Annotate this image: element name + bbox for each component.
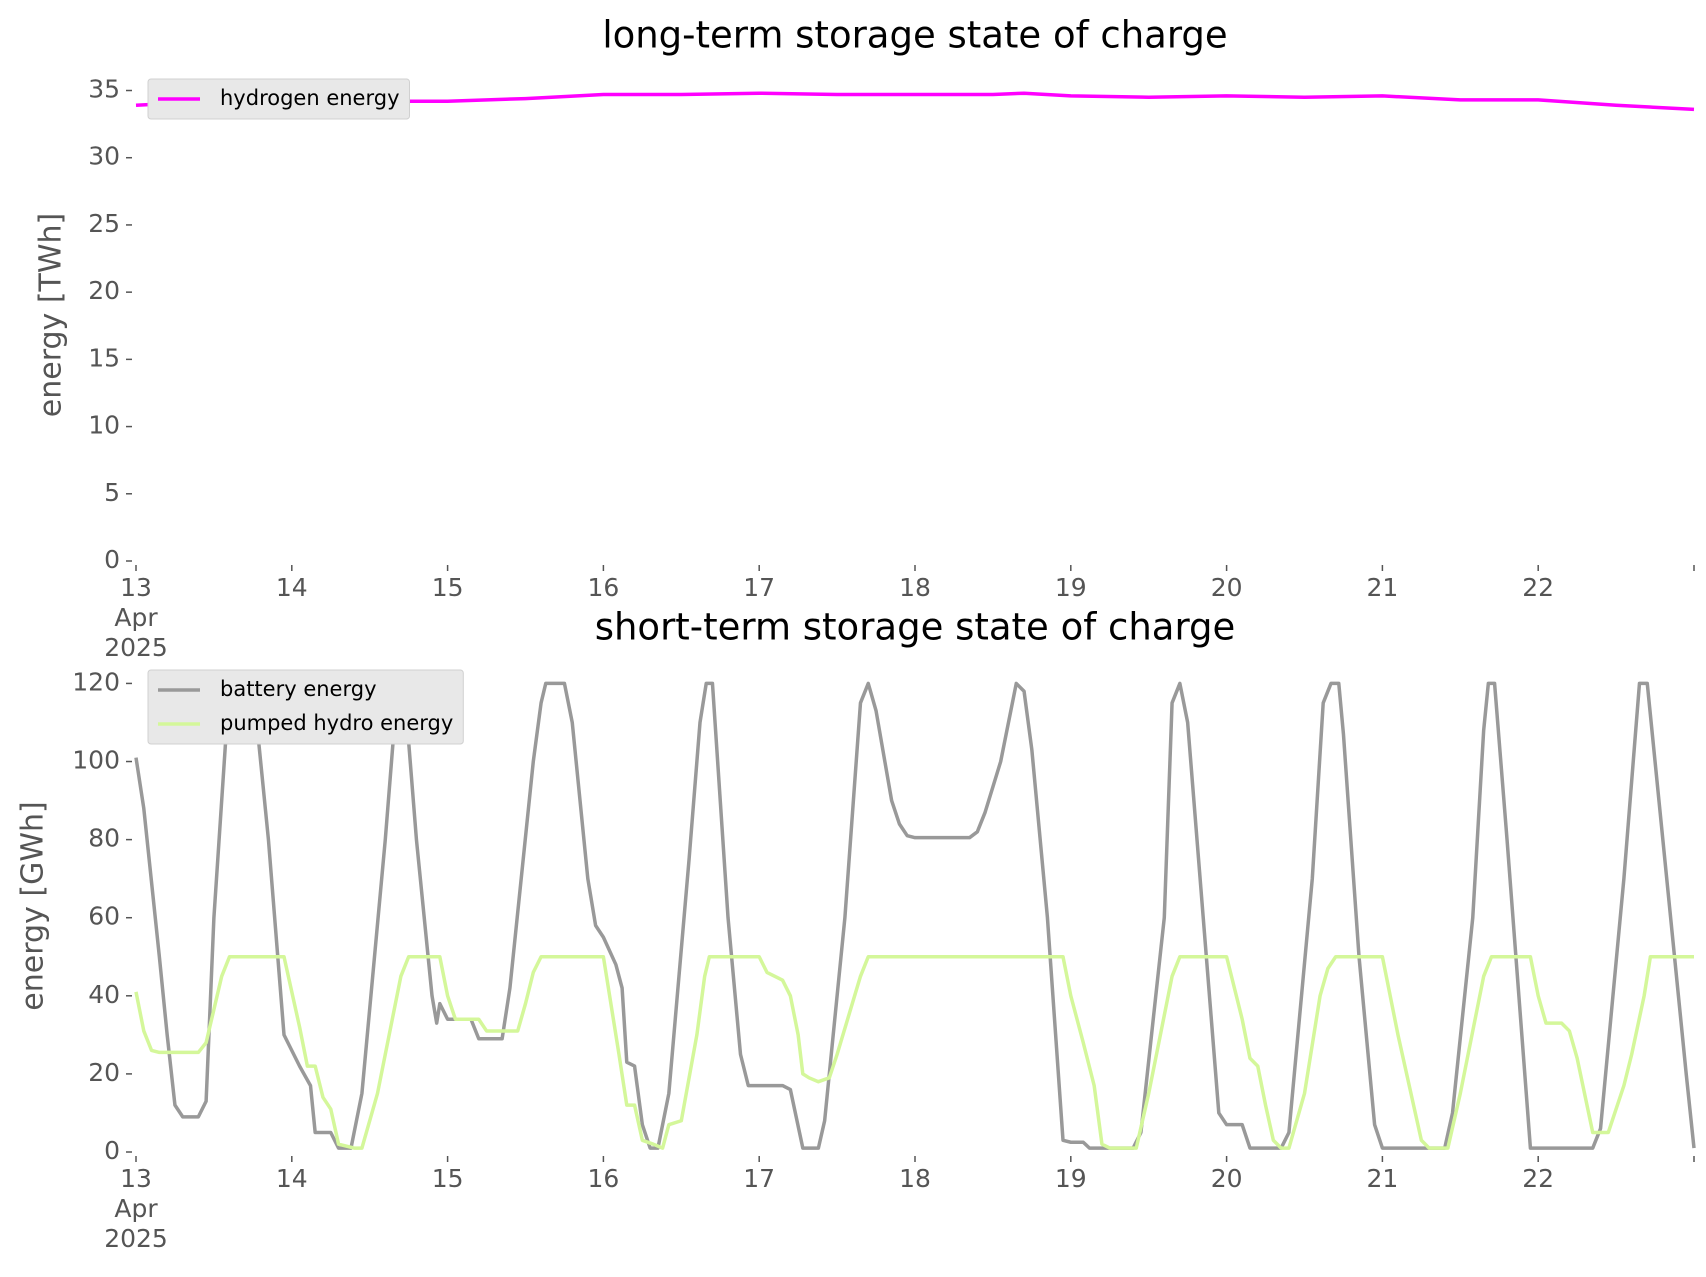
legend-box xyxy=(147,669,464,745)
x-tick-label: 18 xyxy=(899,573,931,602)
x-tick-label: 19 xyxy=(1054,573,1087,602)
line-series xyxy=(134,955,1694,1150)
x-tick-label: 13 Apr 2025 xyxy=(104,573,168,662)
y-tick-label: 60 xyxy=(88,902,120,931)
y-tick-label: 10 xyxy=(88,411,120,440)
x-tick-label: 18 xyxy=(899,1164,931,1193)
line-series xyxy=(134,681,1696,1150)
x-tick-label: 15 xyxy=(431,573,464,602)
x-tick-label: 16 xyxy=(587,573,620,602)
x-tick-label: 22 xyxy=(1522,573,1555,602)
x-tick-label: 14 xyxy=(275,1164,308,1193)
legend: battery energy pumped hydro energy xyxy=(147,669,464,745)
x-tick-label: 21 xyxy=(1366,573,1399,602)
y-tick-label: 0 xyxy=(104,1136,120,1165)
y-tick-label: 15 xyxy=(88,343,120,372)
legend-label: pumped hydro energy xyxy=(220,711,453,735)
y-tick-label: 25 xyxy=(88,209,120,238)
x-tick-label: 16 xyxy=(587,1164,620,1193)
y-tick-label: 20 xyxy=(88,276,120,305)
y-tick-label: 100 xyxy=(72,746,120,775)
x-tick-label: 20 xyxy=(1210,573,1243,602)
legend-label: hydrogen energy xyxy=(220,86,400,110)
y-tick-label: 5 xyxy=(104,478,120,507)
x-tick-label: 19 xyxy=(1054,1164,1087,1193)
y-tick-label: 40 xyxy=(88,980,120,1009)
legend-label: battery energy xyxy=(220,677,377,701)
y-tick-label: 30 xyxy=(88,142,120,171)
x-tick-label: 13 Apr 2025 xyxy=(104,1164,168,1253)
y-axis-label: energy [TWh] xyxy=(34,213,69,417)
x-tick-label: 14 xyxy=(275,573,308,602)
y-tick-label: 0 xyxy=(104,545,120,574)
chart-title: short-term storage state of charge xyxy=(595,606,1236,649)
chart-title: long-term storage state of charge xyxy=(602,14,1227,57)
legend-box xyxy=(147,78,410,120)
x-tick-label: 17 xyxy=(743,573,776,602)
x-tick-label: 17 xyxy=(743,1164,776,1193)
y-tick-label: 80 xyxy=(88,824,120,853)
x-tick-label: 20 xyxy=(1210,1164,1243,1193)
y-tick-label: 20 xyxy=(88,1058,120,1087)
y-tick-label: 120 xyxy=(72,667,120,696)
y-axis-label: energy [GWh] xyxy=(16,801,51,1010)
x-tick-label: 21 xyxy=(1366,1164,1399,1193)
x-tick-label: 15 xyxy=(431,1164,464,1193)
legend: hydrogen energy xyxy=(147,78,410,120)
x-tick-label: 22 xyxy=(1522,1164,1555,1193)
y-tick-label: 35 xyxy=(88,75,120,104)
